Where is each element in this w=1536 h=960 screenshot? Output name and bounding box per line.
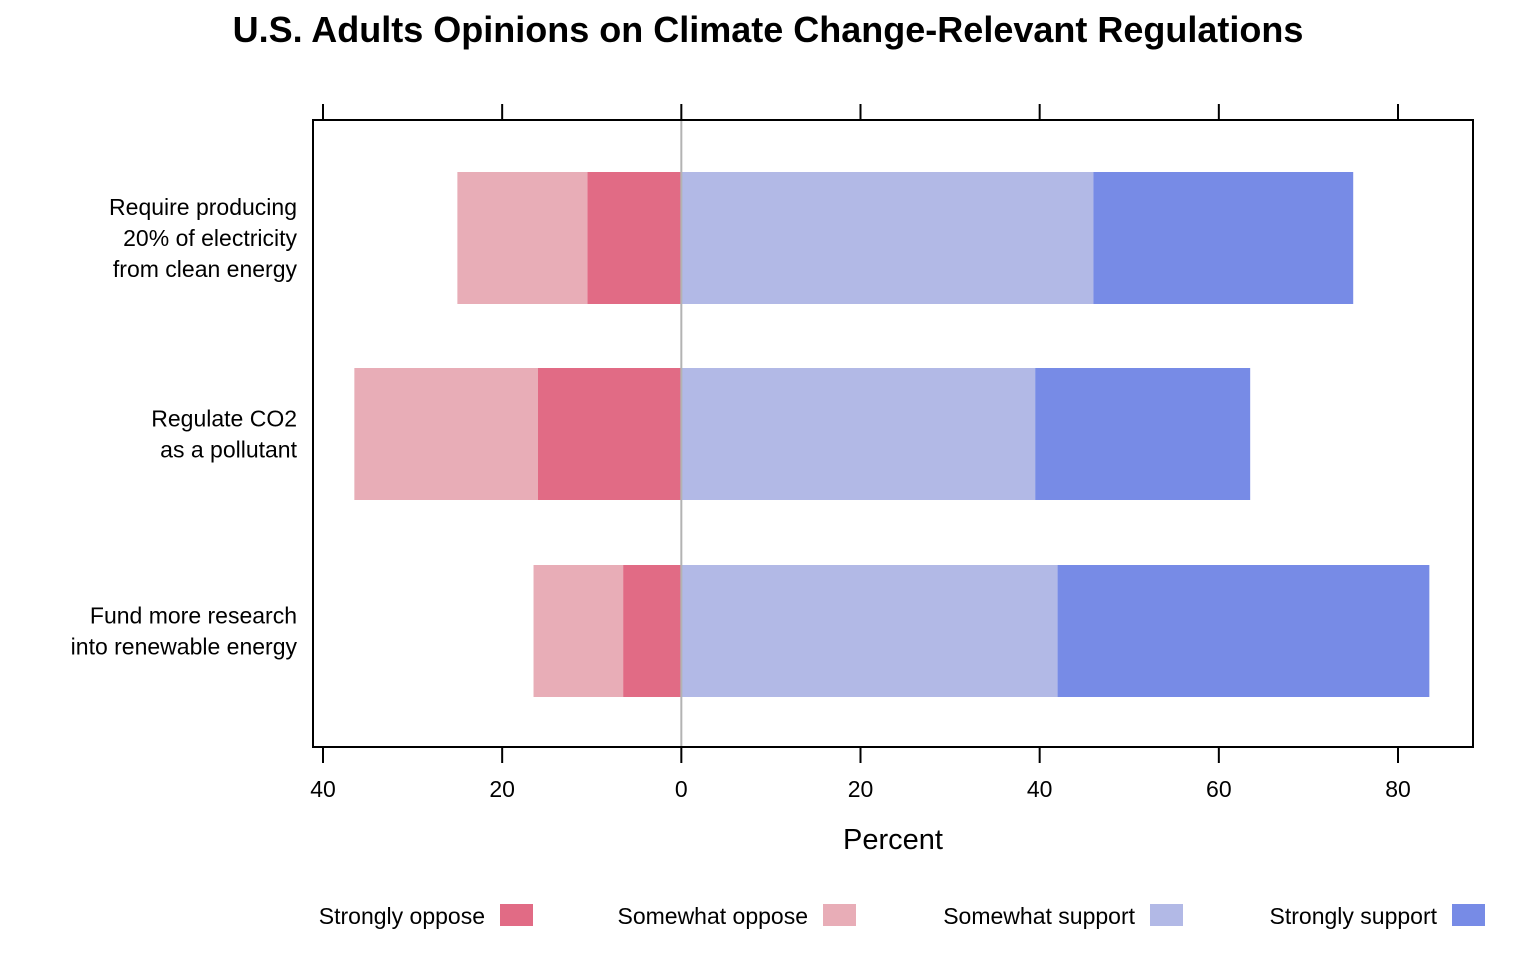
bar-somewhat-oppose-3 (533, 565, 624, 697)
category-label-line: from clean energy (113, 256, 298, 282)
plot-frame (312, 119, 1474, 748)
legend-swatch-strongly-oppose (500, 904, 533, 926)
legend-label-strongly-support: Strongly support (1270, 903, 1438, 929)
bar-strongly-oppose-1 (587, 172, 682, 304)
bar-strongly-support-1 (1093, 172, 1354, 304)
x-tick-label: 20 (489, 776, 515, 802)
bar-somewhat-support-3 (681, 565, 1058, 697)
category-label-line: 20% of electricity (123, 225, 297, 251)
x-tick-label: 0 (675, 776, 688, 802)
bar-strongly-oppose-3 (623, 565, 682, 697)
x-tick-label: 40 (310, 776, 336, 802)
legend-label-somewhat-support: Somewhat support (943, 903, 1135, 929)
bar-somewhat-support-2 (681, 368, 1036, 500)
x-tick-label: 20 (848, 776, 874, 802)
x-tick-label: 60 (1206, 776, 1232, 802)
x-tick-label: 40 (1027, 776, 1053, 802)
legend-swatch-strongly-support (1452, 904, 1485, 926)
bar-somewhat-oppose-2 (354, 368, 538, 500)
x-tick-label: 80 (1385, 776, 1411, 802)
chart-title: U.S. Adults Opinions on Climate Change-R… (233, 9, 1304, 50)
category-label-line: Fund more research (90, 603, 297, 629)
x-axis-title: Percent (843, 824, 943, 856)
bar-somewhat-oppose-1 (457, 172, 588, 304)
category-label-line: Require producing (109, 194, 297, 220)
legend-swatch-somewhat-support (1150, 904, 1183, 926)
bar-strongly-oppose-2 (538, 368, 682, 500)
axis-ticks: 40 20 0 20 40 60 80 (310, 104, 1411, 802)
category-label-line: as a pollutant (160, 437, 297, 463)
bar-strongly-support-3 (1057, 565, 1430, 697)
legend-label-somewhat-oppose: Somewhat oppose (617, 903, 808, 929)
bars-group (354, 172, 1430, 697)
legend-label-strongly-oppose: Strongly oppose (319, 903, 485, 929)
legend: Strongly oppose Somewhat oppose Somewhat s… (319, 903, 1485, 929)
category-labels: Require producing 20% of electricity from … (71, 194, 298, 660)
bar-strongly-support-2 (1035, 368, 1251, 500)
category-label-line: Regulate CO2 (151, 406, 297, 432)
legend-swatch-somewhat-oppose (823, 904, 856, 926)
category-label-line: into renewable energy (71, 634, 298, 660)
bar-somewhat-support-1 (681, 172, 1094, 304)
